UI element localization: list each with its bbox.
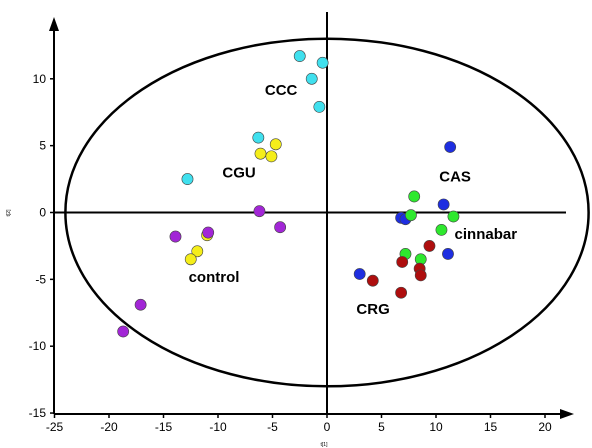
data-point xyxy=(269,138,282,151)
data-point xyxy=(117,325,130,338)
y-axis-arrow xyxy=(49,17,59,31)
data-point xyxy=(405,209,417,222)
group-label: CGU xyxy=(222,165,255,182)
y-tick-label: 0 xyxy=(39,206,46,220)
data-point xyxy=(181,173,194,185)
group-label: cinnabar xyxy=(455,226,518,243)
data-point xyxy=(437,198,450,211)
data-point xyxy=(293,50,306,62)
x-tick-label: 0 xyxy=(324,420,331,434)
data-point xyxy=(444,141,457,153)
x-tick-label: 15 xyxy=(484,420,498,434)
data-point xyxy=(396,256,409,268)
data-point xyxy=(191,245,204,258)
data-point xyxy=(253,205,266,218)
x-tick-label: -20 xyxy=(100,420,118,434)
data-point xyxy=(366,274,379,287)
data-point xyxy=(254,147,267,160)
data-point xyxy=(134,298,147,311)
data-point xyxy=(169,230,182,243)
data-point xyxy=(313,100,326,113)
data-point xyxy=(447,210,460,223)
y-tick-label: -5 xyxy=(35,272,46,286)
y-tick-label: 5 xyxy=(39,139,46,153)
group-label: control xyxy=(189,269,240,286)
data-point xyxy=(316,56,329,69)
data-point xyxy=(414,269,427,282)
x-tick-label: -10 xyxy=(209,420,227,434)
data-point xyxy=(274,221,287,234)
group-label: CCC xyxy=(265,82,298,99)
x-tick-label: 10 xyxy=(429,420,443,434)
data-point xyxy=(202,226,215,239)
x-tick-label: -25 xyxy=(46,420,64,434)
data-point xyxy=(265,150,278,163)
data-point xyxy=(305,72,318,85)
data-point xyxy=(435,223,448,236)
y-tick-label: 10 xyxy=(33,72,47,86)
data-point xyxy=(184,253,197,266)
data-point xyxy=(423,240,436,252)
x-tick-label: 20 xyxy=(538,420,552,434)
x-tick-label: 5 xyxy=(378,420,385,434)
x-axis-arrow xyxy=(560,409,574,419)
y-tick-label: -10 xyxy=(29,339,47,353)
data-point xyxy=(252,131,265,144)
x-axis-label: t[1] xyxy=(321,442,329,448)
group-label: CAS xyxy=(439,169,471,186)
data-point xyxy=(442,248,454,260)
x-tick-label: -5 xyxy=(267,420,278,434)
data-point xyxy=(353,268,366,280)
data-point xyxy=(395,286,408,299)
data-point xyxy=(408,190,421,203)
y-axis-label: t[2] xyxy=(6,209,12,217)
y-tick-label: -15 xyxy=(29,406,47,420)
x-tick-label: -15 xyxy=(155,420,173,434)
group-label: CRG xyxy=(356,301,389,318)
